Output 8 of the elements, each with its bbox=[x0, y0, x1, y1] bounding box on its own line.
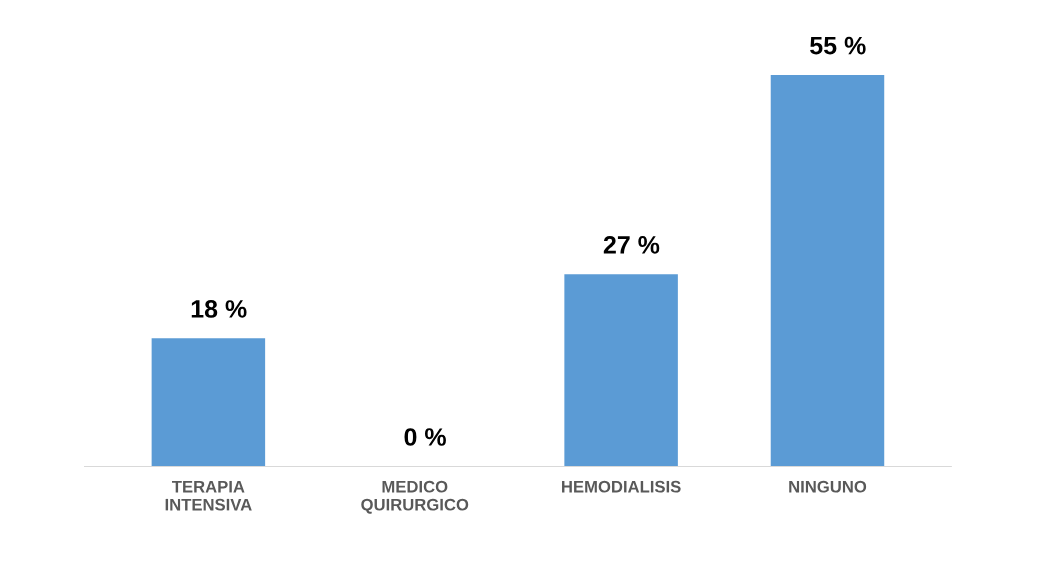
data-label: 0 % bbox=[404, 428, 446, 446]
data-label: 55 % bbox=[810, 36, 866, 55]
data-label: 27 % bbox=[603, 236, 660, 254]
x-tick-label: NINGUNO bbox=[789, 480, 867, 493]
x-tick-label: MEDICO QUIRURGICO bbox=[361, 480, 469, 514]
data-label: 18 % bbox=[191, 300, 247, 318]
x-tick-label: TERAPIA INTENSIVA bbox=[165, 480, 252, 511]
x-tick-label: HEMODIALISIS bbox=[562, 480, 681, 493]
